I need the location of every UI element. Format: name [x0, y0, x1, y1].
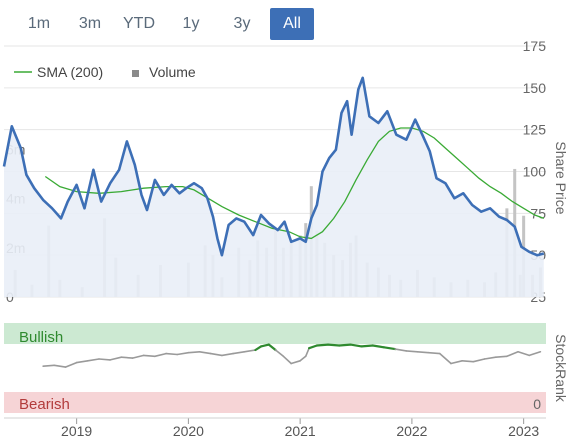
tab-3y[interactable]: 3y [233, 15, 251, 32]
price-area [4, 77, 544, 297]
rank-line-segment [53, 364, 67, 368]
legend-volume-label: Volume [149, 64, 196, 80]
bearish-label: Bearish [19, 396, 70, 413]
rank-line-segment [472, 358, 486, 363]
rank-line-segment [109, 356, 123, 361]
rank-axis-title: StockRank [553, 334, 569, 403]
rank-line-segment [165, 352, 179, 356]
rank-line-segment [315, 343, 330, 347]
rank-line-segment [307, 344, 319, 350]
x-tick-label: 2023 [508, 423, 539, 439]
rank-line-segment [304, 347, 310, 358]
price-axis-title: Share Price [553, 141, 569, 214]
price-tick-label: 125 [523, 122, 547, 138]
rank-line-segment [232, 350, 246, 355]
tab-ytd[interactable]: YTD [123, 15, 155, 32]
rank-line-segment [221, 352, 234, 357]
bearish-band [4, 392, 546, 413]
rank-line-segment [349, 343, 363, 348]
rank-line-segment [209, 352, 223, 357]
rank-line-segment [267, 343, 277, 352]
rank-line-segment [98, 358, 111, 361]
rank-line-segment [142, 354, 156, 358]
price-tick-label: 100 [523, 164, 547, 180]
tab-1m[interactable]: 1m [27, 15, 51, 32]
rank-line-segment [405, 350, 419, 353]
x-tick-label: 2019 [61, 423, 92, 439]
rank-line-segment [494, 355, 508, 359]
x-tick-label: 2020 [173, 423, 204, 439]
rank-line-segment [87, 358, 100, 362]
rank-line-segment [154, 352, 167, 358]
rank-line-segment [176, 351, 190, 356]
rank-line-segment [282, 355, 293, 365]
rank-line-segment [64, 361, 78, 368]
tab-1y[interactable]: 1y [182, 15, 200, 32]
rank-line-segment [259, 343, 270, 348]
rank-line-segment [461, 359, 475, 363]
tab-all[interactable]: All [270, 8, 314, 40]
rank-line-segment [290, 359, 301, 365]
rank-line-segment [382, 346, 397, 351]
legend-sma-label: SMA (200) [37, 64, 103, 80]
rank-line-segment [506, 350, 519, 358]
rank-line-segment [371, 344, 386, 349]
rank-line-segment [427, 351, 441, 355]
rank-line-segment [254, 345, 263, 352]
rank-line-segment [394, 348, 408, 352]
x-tick-label: 2021 [285, 423, 316, 439]
rank-line-segment [360, 344, 374, 348]
rank-line-segment [187, 350, 201, 354]
rank-tick-label: 0 [533, 396, 541, 412]
rank-line-segment [416, 350, 430, 354]
legend-volume-swatch [132, 70, 139, 77]
rank-line-segment [338, 343, 352, 347]
price-line [2, 76, 545, 257]
bullish-label: Bullish [19, 329, 63, 346]
rank-line-segment [75, 359, 89, 364]
rank-line-segment [120, 356, 134, 359]
price-tick-label: 150 [523, 80, 547, 96]
rank-line-segment [326, 343, 341, 347]
rank-line-segment [450, 359, 463, 365]
bullish-band [4, 323, 546, 344]
rank-line-segment [483, 356, 497, 360]
rank-line-segment [274, 349, 285, 358]
x-tick-label: 2022 [396, 423, 427, 439]
rank-line-segment [198, 350, 212, 355]
tab-3m[interactable]: 3m [78, 15, 102, 32]
rank-line-segment [243, 349, 257, 353]
price-tick-label: 175 [523, 38, 547, 54]
rank-line-segment [528, 350, 542, 357]
rank-line-segment [42, 364, 56, 368]
rank-line-segment [439, 352, 452, 365]
rank-line-segment [299, 355, 307, 362]
rank-line-segment [517, 350, 531, 357]
rank-line-segment [131, 354, 145, 359]
